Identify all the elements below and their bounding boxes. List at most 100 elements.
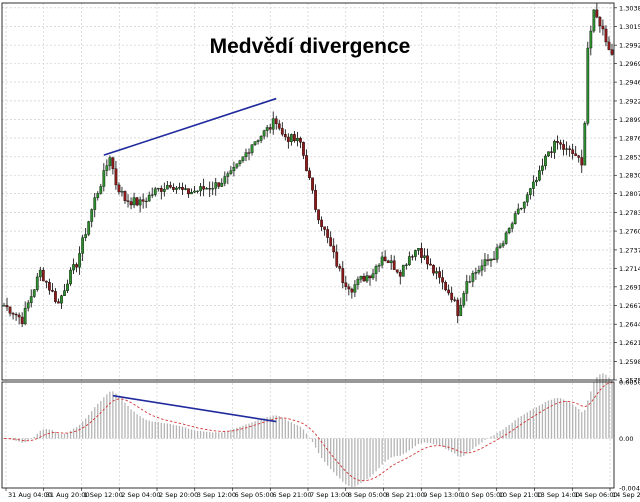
candle-body — [47, 282, 51, 291]
candle-body — [401, 264, 405, 277]
candle-body — [69, 269, 72, 285]
candle-body — [489, 258, 493, 261]
candle-body — [350, 288, 354, 293]
candle-body — [462, 293, 466, 306]
candle-body — [178, 187, 181, 189]
candle-body — [465, 281, 469, 294]
candle-body — [504, 232, 508, 244]
candle-body — [607, 41, 611, 50]
time-tick-label: 10 Sep 05:00 — [461, 491, 504, 499]
candle-body — [522, 201, 526, 209]
candle-body — [208, 188, 212, 190]
candle-body — [356, 278, 360, 285]
candle-body — [5, 305, 9, 308]
candle-body — [450, 292, 454, 300]
price-tick-label: 1.26910 — [619, 283, 640, 291]
candle-body — [41, 269, 45, 282]
price-tick-label: 1.27140 — [619, 265, 640, 273]
candle-body — [453, 299, 457, 301]
candle-body — [211, 188, 215, 190]
candle-body — [474, 272, 478, 274]
candle-body — [172, 187, 175, 190]
candle-body — [84, 234, 88, 238]
candle-body — [510, 223, 514, 229]
candle-body — [235, 163, 239, 168]
candle-body — [144, 200, 148, 203]
candle-body — [286, 136, 290, 142]
candle-body — [126, 200, 130, 202]
price-tick-label: 1.30155 — [619, 23, 640, 31]
candle-body — [429, 263, 432, 266]
chart-title: Medvědí divergence — [210, 35, 411, 58]
candle-body — [202, 186, 206, 190]
candle-body — [72, 264, 75, 271]
candle-body — [335, 251, 339, 267]
candle-body — [538, 170, 541, 181]
candle-body — [571, 149, 575, 154]
candle-body — [468, 281, 472, 283]
candle-body — [256, 140, 260, 142]
candle-body — [601, 25, 605, 30]
candle-body — [63, 290, 66, 296]
candle-body — [223, 176, 227, 184]
candle-body — [516, 208, 520, 214]
candle-body — [244, 152, 248, 157]
candle-body — [8, 306, 12, 314]
candle-body — [547, 151, 550, 157]
price-series — [2, 3, 614, 328]
candle-body — [132, 197, 136, 206]
candle-body — [574, 153, 578, 156]
candle-body — [217, 182, 221, 187]
candle-body — [426, 255, 429, 265]
price-tick-label: 1.30385 — [619, 4, 640, 12]
candle-body — [205, 188, 209, 190]
candle-body — [380, 256, 384, 266]
candle-body — [305, 155, 308, 171]
candle-body — [117, 184, 121, 193]
candle-body — [262, 130, 266, 137]
candle-body — [135, 197, 139, 206]
candle-body — [57, 301, 60, 304]
candle-body — [344, 282, 348, 287]
time-tick-label: 6 Sep 05:00 — [235, 491, 274, 499]
candle-body — [220, 183, 224, 187]
candle-body — [268, 127, 272, 130]
candle-body — [296, 138, 299, 142]
price-tick-label: 1.27835 — [619, 209, 640, 217]
annotations — [103, 97, 277, 423]
candle-body — [250, 144, 254, 153]
candle-body — [253, 141, 257, 145]
time-tick-label: 14 Sep 06:00 — [574, 491, 617, 499]
candle-body — [274, 118, 278, 124]
candle-body — [519, 207, 523, 210]
candle-body — [150, 194, 154, 196]
time-tick-label: 2 Sep 04:00 — [121, 491, 160, 499]
candle-body — [323, 226, 327, 230]
candle-body — [498, 245, 502, 248]
candle-body — [326, 229, 330, 238]
candle-body — [196, 190, 199, 192]
time-tick-label: 7 Sep 13:00 — [310, 491, 349, 499]
candle-body — [17, 314, 21, 318]
candle-body — [435, 271, 438, 274]
candle-body — [317, 209, 320, 221]
price-tick-label: 1.28765 — [619, 134, 640, 142]
candle-body — [102, 170, 106, 187]
candle-body — [193, 190, 196, 193]
candle-body — [374, 266, 378, 274]
candle-body — [359, 276, 363, 280]
candle-body — [20, 316, 24, 325]
candle-body — [480, 265, 484, 271]
candle-body — [362, 276, 366, 282]
candle-body — [559, 142, 562, 145]
candle-body — [492, 258, 496, 260]
candle-body — [232, 166, 236, 171]
candle-body — [26, 302, 30, 309]
candle-body — [280, 128, 284, 135]
candle-body — [214, 182, 218, 189]
candle-body — [592, 9, 596, 32]
candle-body — [513, 213, 517, 224]
candle-body — [14, 314, 18, 316]
